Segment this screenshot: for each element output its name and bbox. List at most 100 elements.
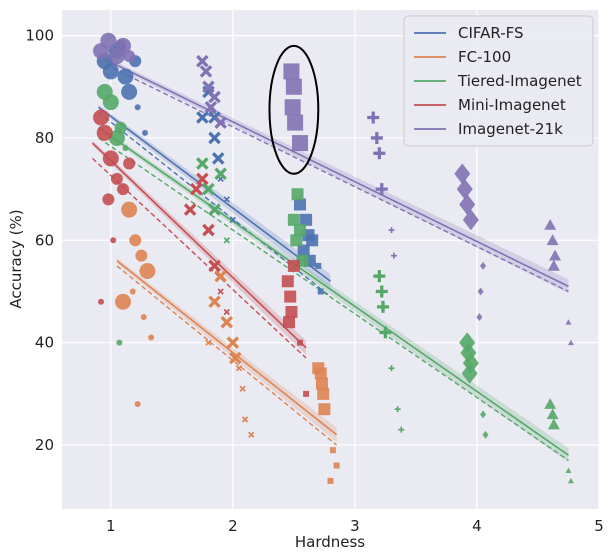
- point-mini-imagenet-18: [285, 305, 298, 318]
- point-fc-100-20: [315, 377, 328, 390]
- point-tiered-imagenet-19: [379, 326, 392, 339]
- point-cifar-fs-7: [141, 129, 148, 136]
- fit-line-dashed-cifar-fs: [98, 111, 331, 298]
- fit-line-mini-imagenet: [91, 142, 307, 349]
- legend-label-cifar-fs: CIFAR-FS: [458, 24, 524, 42]
- fit-line-tiered-imagenet: [98, 127, 569, 456]
- y-tick-label-60: 60: [35, 231, 54, 249]
- point-imagenet-21k-33: [565, 319, 572, 325]
- point-mini-imagenet-11: [196, 172, 209, 186]
- legend-label-tiered-imagenet: Tiered-Imagenet: [457, 72, 582, 90]
- point-tiered-imagenet-9: [214, 167, 227, 181]
- legend-label-mini-imagenet: Mini-Imagenet: [458, 96, 566, 114]
- y-tick-label-100: 100: [25, 27, 54, 45]
- data-points: [93, 32, 574, 484]
- point-imagenet-21k-21: [390, 252, 397, 259]
- point-mini-imagenet-17: [284, 290, 297, 303]
- point-imagenet-21k-1: [100, 32, 117, 49]
- point-mini-imagenet-10: [189, 182, 203, 196]
- point-tiered-imagenet-27: [480, 410, 487, 419]
- point-mini-imagenet-1: [96, 124, 113, 141]
- point-fc-100-15: [239, 385, 246, 392]
- point-imagenet-21k-18: [373, 147, 386, 160]
- point-cifar-fs-4: [121, 83, 138, 100]
- point-cifar-fs-23: [315, 262, 322, 269]
- point-tiered-imagenet-5: [116, 339, 123, 346]
- point-tiered-imagenet-1: [102, 94, 119, 111]
- grid: [62, 10, 600, 509]
- point-fc-100-26: [327, 477, 334, 484]
- point-mini-imagenet-0: [93, 109, 110, 126]
- point-imagenet-21k-5: [196, 54, 209, 68]
- point-mini-imagenet-22: [303, 390, 310, 397]
- point-imagenet-21k-16: [367, 111, 380, 124]
- point-imagenet-21k-34: [567, 339, 574, 346]
- fit-line-fc-100: [116, 260, 338, 436]
- annotations: [268, 44, 320, 175]
- point-mini-imagenet-21: [296, 339, 303, 346]
- point-imagenet-21k-9: [208, 90, 221, 104]
- point-fc-100-16: [205, 339, 212, 346]
- point-fc-100-25: [333, 462, 340, 469]
- point-mini-imagenet-6: [102, 193, 115, 206]
- point-tiered-imagenet-7: [202, 182, 215, 196]
- point-cifar-fs-9: [196, 111, 209, 124]
- point-tiered-imagenet-21: [394, 406, 401, 413]
- point-mini-imagenet-20: [287, 259, 300, 272]
- point-cifar-fs-20: [297, 244, 310, 257]
- point-fc-100-22: [318, 403, 331, 416]
- point-cifar-fs-24: [317, 288, 324, 295]
- point-imagenet-21k-22: [454, 163, 471, 185]
- point-tiered-imagenet-2: [108, 129, 125, 146]
- point-fc-100-5: [129, 288, 136, 295]
- point-imagenet-21k-7: [202, 80, 215, 94]
- point-tiered-imagenet-20: [388, 365, 395, 372]
- point-imagenet-21k-15: [291, 135, 308, 152]
- fit-line-cifar-fs: [98, 106, 331, 282]
- point-cifar-fs-18: [300, 213, 313, 226]
- point-fc-100-13: [229, 351, 242, 365]
- point-fc-100-0: [115, 293, 132, 310]
- y-tick-label-20: 20: [35, 436, 54, 454]
- x-tick-label-1: 1: [106, 517, 116, 535]
- point-fc-100-7: [134, 401, 141, 408]
- point-mini-imagenet-19: [283, 316, 296, 329]
- point-mini-imagenet-8: [98, 298, 105, 305]
- x-axis-ticks: 1 2 3 4 5: [106, 517, 604, 535]
- point-tiered-imagenet-29: [544, 398, 557, 409]
- point-fc-100-4: [139, 263, 156, 280]
- x-tick-label-3: 3: [350, 517, 360, 535]
- point-fc-100-23: [312, 362, 325, 375]
- point-fc-100-2: [129, 234, 142, 247]
- point-cifar-fs-12: [211, 152, 225, 165]
- point-tiered-imagenet-18: [376, 300, 389, 313]
- point-tiered-imagenet-3: [114, 121, 127, 134]
- point-imagenet-21k-26: [480, 261, 487, 270]
- point-fc-100-6: [140, 314, 147, 321]
- point-tiered-imagenet-6: [196, 157, 209, 170]
- fit-lines: [91, 55, 569, 461]
- point-imagenet-21k-19: [375, 183, 388, 196]
- fit-line-dashed-tiered-imagenet: [98, 137, 569, 461]
- fit-line-dashed-imagenet-21k: [98, 60, 569, 293]
- point-fc-100-17: [241, 416, 249, 423]
- x-axis-label: Hardness: [295, 533, 365, 551]
- point-imagenet-21k-31: [549, 249, 562, 261]
- point-mini-imagenet-12: [202, 223, 215, 237]
- y-axis-label: Accuracy (%): [7, 209, 25, 308]
- point-tiered-imagenet-32: [565, 467, 572, 474]
- point-cifar-fs-15: [229, 216, 236, 223]
- point-imagenet-21k-25: [462, 209, 479, 231]
- point-mini-imagenet-4: [117, 183, 130, 196]
- point-mini-imagenet-14: [217, 288, 224, 295]
- legend-frame: [403, 15, 594, 147]
- point-tiered-imagenet-10: [223, 237, 230, 244]
- x-tick-label-5: 5: [594, 517, 604, 535]
- point-mini-imagenet-3: [110, 172, 123, 185]
- y-axis-ticks: 20 40 60 80 100: [25, 27, 54, 454]
- point-imagenet-21k-24: [459, 194, 476, 215]
- point-tiered-imagenet-4: [122, 145, 129, 152]
- point-mini-imagenet-2: [102, 150, 119, 167]
- point-imagenet-21k-11: [283, 63, 300, 80]
